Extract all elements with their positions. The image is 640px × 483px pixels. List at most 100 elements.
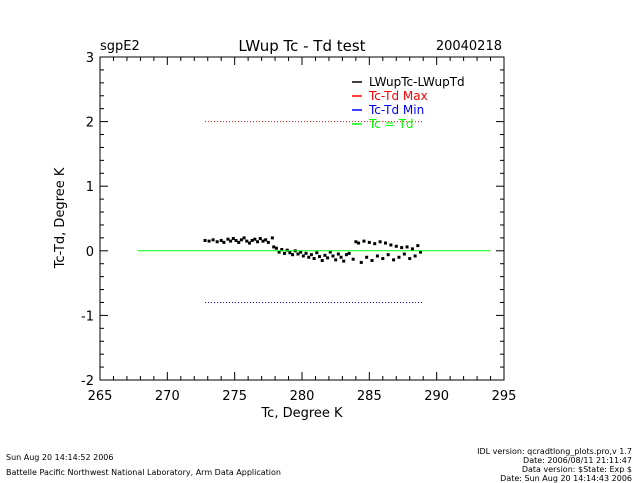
data-point-lwuptc-lwuptd — [410, 247, 414, 251]
data-point-lwuptc-lwuptd — [365, 255, 369, 259]
data-point-lwuptc-lwuptd — [326, 256, 330, 260]
date-label: 20040218 — [436, 39, 502, 54]
data-point-lwuptc-lwuptd — [359, 260, 363, 264]
data-point-lwuptc-lwuptd — [323, 253, 327, 257]
data-point-lwuptc-lwuptd — [351, 257, 355, 261]
data-point-lwuptc-lwuptd — [207, 239, 211, 243]
data-point-lwuptc-lwuptd — [272, 245, 276, 249]
x-tick-label: 285 — [357, 389, 382, 404]
data-point-lwuptc-lwuptd — [280, 248, 284, 252]
data-point-lwuptc-lwuptd — [320, 258, 324, 262]
x-tick-label: 275 — [222, 389, 247, 404]
data-point-lwuptc-lwuptd — [408, 257, 412, 261]
data-point-lwuptc-lwuptd — [247, 241, 251, 245]
data-point-lwuptc-lwuptd — [354, 240, 358, 244]
data-point-lwuptc-lwuptd — [386, 253, 390, 257]
x-axis-label: Tc, Degree K — [260, 406, 343, 421]
y-tick-label: -1 — [81, 309, 94, 324]
data-point-lwuptc-lwuptd — [296, 252, 300, 256]
data-point-lwuptc-lwuptd — [419, 250, 423, 254]
data-point-lwuptc-lwuptd — [219, 238, 223, 242]
idl-line-3: Data version: $State: Exp $ — [521, 465, 632, 474]
data-point-lwuptc-lwuptd — [226, 237, 230, 241]
footer-idl-info: IDL version: qcradtlong_plots.pro,v 1.7 … — [477, 447, 632, 483]
y-tick-label: -2 — [81, 374, 94, 389]
data-point-lwuptc-lwuptd — [389, 243, 393, 247]
data-point-lwuptc-lwuptd — [309, 253, 313, 257]
plot-frame — [99, 56, 505, 381]
data-point-lwuptc-lwuptd — [339, 255, 343, 259]
data-point-lwuptc-lwuptd — [256, 240, 260, 244]
data-point-lwuptc-lwuptd — [234, 238, 238, 242]
data-point-lwuptc-lwuptd — [277, 250, 281, 254]
data-point-lwuptc-lwuptd — [258, 237, 262, 241]
series-layer — [137, 121, 491, 303]
data-point-lwuptc-lwuptd — [222, 240, 226, 244]
data-point-lwuptc-lwuptd — [378, 240, 382, 244]
x-tick-label: 290 — [424, 389, 449, 404]
y-tick-label: 1 — [86, 180, 94, 195]
data-point-lwuptc-lwuptd — [331, 254, 335, 258]
data-point-lwuptc-lwuptd — [239, 238, 243, 242]
data-point-lwuptc-lwuptd — [347, 251, 351, 255]
data-point-lwuptc-lwuptd — [288, 251, 292, 255]
y-axis: -2 -1 0 1 2 3 — [81, 51, 504, 389]
idl-line-4: Date: Sun Aug 20 14:14:43 2006 — [500, 474, 632, 483]
data-point-lwuptc-lwuptd — [245, 239, 249, 243]
data-point-lwuptc-lwuptd — [413, 254, 417, 258]
footer-timestamp: Sun Aug 20 14:14:52 2006 — [6, 453, 114, 462]
data-point-lwuptc-lwuptd — [264, 238, 268, 242]
site-label: sgpE2 — [100, 39, 140, 54]
data-point-lwuptc-lwuptd — [274, 246, 278, 250]
data-point-lwuptc-lwuptd — [312, 257, 316, 261]
data-point-lwuptc-lwuptd — [344, 253, 348, 257]
data-point-lwuptc-lwuptd — [203, 238, 207, 242]
data-point-lwuptc-lwuptd — [285, 248, 289, 252]
data-point-lwuptc-lwuptd — [383, 241, 387, 245]
data-point-lwuptc-lwuptd — [362, 239, 366, 243]
data-point-lwuptc-lwuptd — [373, 242, 377, 246]
data-point-lwuptc-lwuptd — [229, 239, 233, 243]
data-point-lwuptc-lwuptd — [211, 238, 215, 242]
y-tick-label: 3 — [86, 51, 94, 66]
x-tick-label: 265 — [88, 389, 113, 404]
data-point-lwuptc-lwuptd — [318, 255, 322, 259]
legend-label: Tc = Td — [368, 117, 414, 131]
data-point-lwuptc-lwuptd — [304, 251, 308, 255]
chart-title: LWup Tc - Td test — [238, 37, 365, 55]
data-point-lwuptc-lwuptd — [402, 252, 406, 256]
x-tick-label: 270 — [155, 389, 180, 404]
data-point-lwuptc-lwuptd — [405, 245, 409, 249]
legend-label: Tc-Td Max — [368, 89, 428, 103]
legend-label: Tc-Td Min — [368, 103, 424, 117]
data-point-lwuptc-lwuptd — [282, 251, 286, 255]
data-point-lwuptc-lwuptd — [328, 250, 332, 254]
data-point-lwuptc-lwuptd — [299, 250, 303, 254]
data-point-lwuptc-lwuptd — [416, 244, 420, 248]
data-point-lwuptc-lwuptd — [253, 237, 257, 241]
x-axis: 265 270 275 280 285 290 295 — [88, 57, 516, 404]
data-point-lwuptc-lwuptd — [334, 258, 338, 262]
data-point-lwuptc-lwuptd — [237, 240, 241, 244]
data-point-lwuptc-lwuptd — [270, 236, 274, 240]
data-point-lwuptc-lwuptd — [291, 253, 295, 257]
data-point-lwuptc-lwuptd — [301, 254, 305, 258]
data-point-lwuptc-lwuptd — [367, 240, 371, 244]
footer-organization: Battelle Pacific Northwest National Labo… — [6, 468, 281, 477]
y-axis-label: Tc-Td, Degree K — [53, 167, 68, 269]
data-point-lwuptc-lwuptd — [266, 240, 270, 244]
data-point-lwuptc-lwuptd — [381, 257, 385, 261]
data-point-lwuptc-lwuptd — [250, 238, 254, 242]
idl-line-1: IDL version: qcradtlong_plots.pro,v 1.7 — [477, 447, 632, 456]
data-point-lwuptc-lwuptd — [342, 259, 346, 263]
data-point-lwuptc-lwuptd — [357, 241, 361, 245]
legend-label: LWupTc-LWupTd — [369, 75, 465, 89]
data-point-lwuptc-lwuptd — [397, 255, 401, 259]
data-point-lwuptc-lwuptd — [215, 240, 219, 244]
data-point-lwuptc-lwuptd — [400, 246, 404, 250]
data-point-lwuptc-lwuptd — [370, 258, 374, 262]
data-point-lwuptc-lwuptd — [307, 255, 311, 259]
data-point-lwuptc-lwuptd — [375, 254, 379, 258]
